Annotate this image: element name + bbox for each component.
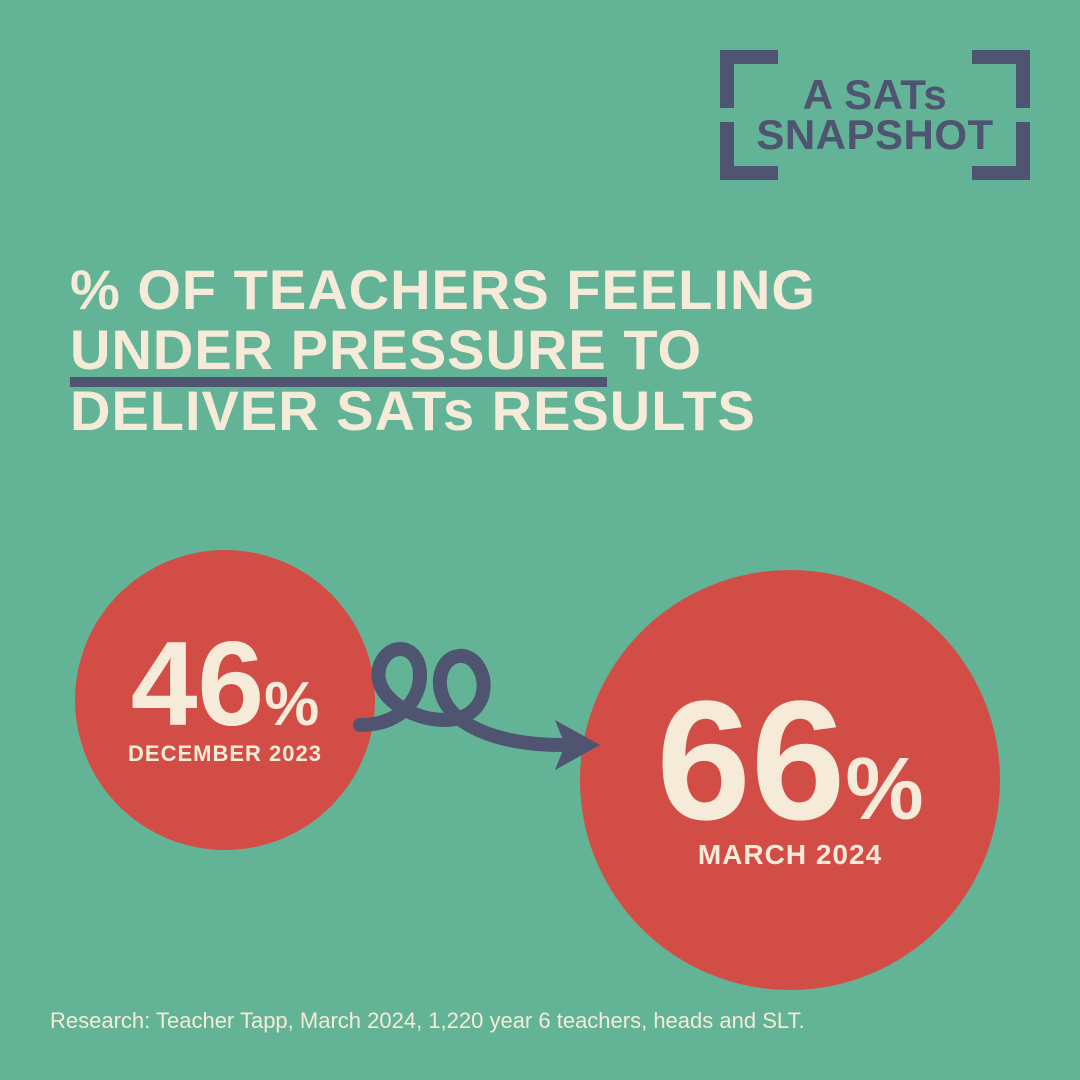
squiggly-arrow-icon — [0, 0, 1080, 1080]
infographic-canvas: A SATs SNAPSHOT % OF TEACHERS FEELING UN… — [0, 0, 1080, 1080]
footnote: Research: Teacher Tapp, March 2024, 1,22… — [50, 1008, 805, 1034]
